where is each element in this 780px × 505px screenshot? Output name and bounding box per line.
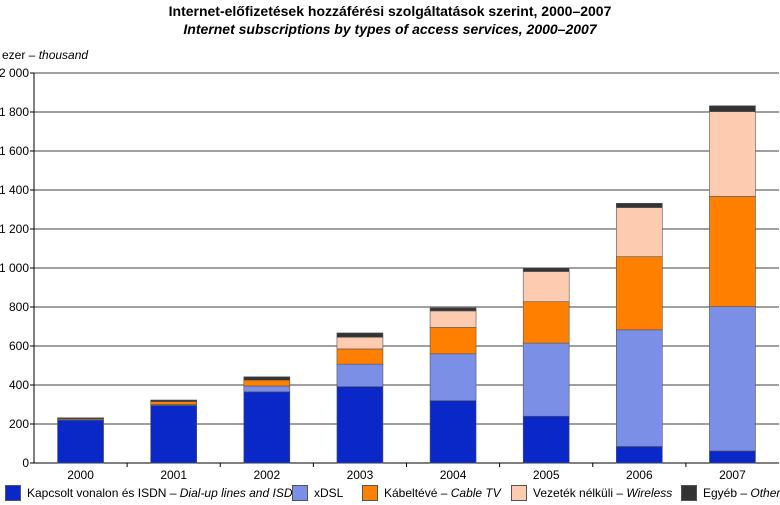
y-tick-label: 600: [9, 339, 29, 353]
legend-swatch: [511, 485, 527, 501]
legend-swatch: [292, 485, 308, 501]
bar-segment-1-2007: [709, 450, 756, 464]
bar-segment-1-2006: [616, 446, 663, 464]
bar-segment-1-2003: [336, 386, 384, 464]
x-tick-label: 2004: [440, 468, 467, 480]
bar-segment-5-2000: [57, 417, 104, 420]
legend-item: Egyéb – Other: [681, 484, 780, 502]
bar-segment-4-2005: [522, 271, 570, 303]
bar-segment-3-2005: [522, 301, 570, 344]
y-tick-label: 2 000: [0, 66, 29, 80]
y-axis-label-hu: ezer –: [2, 48, 36, 62]
bar-segment-3-2006: [616, 256, 663, 331]
bar-segment-2-2004: [429, 353, 477, 401]
bar-segment-1-2001: [150, 405, 197, 464]
y-tick-label: 200: [9, 417, 29, 431]
legend-label: Kábeltévé –: [384, 486, 448, 500]
legend-label: Kapcsolt vonalon és ISDN –: [27, 486, 177, 500]
bar-segment-1-2000: [57, 419, 104, 464]
x-tick-label: 2005: [533, 468, 560, 480]
y-tick-label: 400: [9, 378, 29, 392]
legend-label: Egyéb –: [703, 486, 748, 500]
y-tick-label: 800: [9, 300, 29, 314]
chart-subtitle: Internet subscriptions by types of acces…: [183, 21, 597, 37]
y-tick-label: 1 200: [0, 222, 29, 236]
bar-segment-1-2005: [522, 415, 570, 464]
legend-swatch: [362, 485, 378, 501]
bar-segment-1-2004: [429, 400, 477, 464]
legend-label-en: Cable TV: [450, 486, 501, 500]
legend-label: Vezeték nélküli –: [533, 486, 624, 500]
bar-segment-3-2007: [709, 196, 756, 307]
bar-segment-2-2007: [709, 306, 756, 452]
legend-label-en: Other: [750, 486, 780, 500]
x-tick-label: 2003: [347, 468, 374, 480]
y-tick-label: 1 800: [0, 105, 29, 119]
bar-segment-2-2006: [616, 329, 663, 447]
x-tick-label: 2007: [719, 468, 746, 480]
bar-segment-2-2002: [243, 385, 291, 393]
bar-segment-3-2004: [429, 327, 477, 355]
y-tick-label: 1 400: [0, 183, 29, 197]
bar-segment-3-2002: [243, 379, 291, 387]
y-axis-label-en: thousand: [38, 48, 89, 62]
x-tick-label: 2000: [67, 468, 94, 480]
x-tick-label: 2001: [160, 468, 187, 480]
x-tick-label: 2002: [253, 468, 280, 480]
bar-segment-2-2003: [336, 363, 384, 387]
bar-segment-3-2001: [150, 401, 197, 405]
bar-segment-1-2002: [243, 391, 291, 464]
legend-item: xDSL: [292, 484, 343, 502]
chart-title: Internet-előfizetések hozzáférési szolgá…: [168, 3, 612, 19]
bar-segment-5-2006: [616, 202, 663, 208]
y-tick-label: 1 600: [0, 144, 29, 158]
bar-segment-5-2002: [243, 376, 291, 381]
y-axis-label: ezer – thousand: [2, 48, 88, 62]
bar-segment-4-2007: [709, 111, 756, 197]
legend-label-en: Dial-up lines and ISDN: [179, 486, 302, 500]
bar-segment-5-2005: [522, 267, 570, 272]
y-tick-label: 1 000: [0, 261, 29, 275]
legend-item: Vezeték nélküli – Wireless: [511, 484, 672, 502]
legend-label: xDSL: [314, 486, 344, 500]
bar-segment-5-2003: [336, 332, 384, 338]
bar-segment-5-2001: [150, 399, 197, 402]
x-tick-label: 2006: [626, 468, 653, 480]
bar-segment-3-2003: [336, 348, 384, 365]
legend-swatch: [681, 485, 697, 501]
bar-segment-4-2004: [429, 310, 477, 328]
bar-segment-2-2005: [522, 342, 570, 417]
bar-segment-4-2006: [616, 207, 663, 257]
legend-label-en: Wireless: [626, 486, 673, 500]
legend-item: Kábeltévé – Cable TV: [362, 484, 501, 502]
y-tick-label: 0: [22, 456, 29, 470]
bar-segment-5-2004: [429, 307, 477, 312]
legend-swatch: [5, 485, 21, 501]
legend-item: Kapcsolt vonalon és ISDN – Dial-up lines…: [5, 484, 301, 502]
bar-segment-5-2007: [709, 105, 756, 112]
chart-plot: 0 200 400 600 800 1 000 1 200 1 400 1 600 1 800 2 …: [0, 66, 779, 480]
bar-segment-4-2003: [336, 336, 384, 350]
